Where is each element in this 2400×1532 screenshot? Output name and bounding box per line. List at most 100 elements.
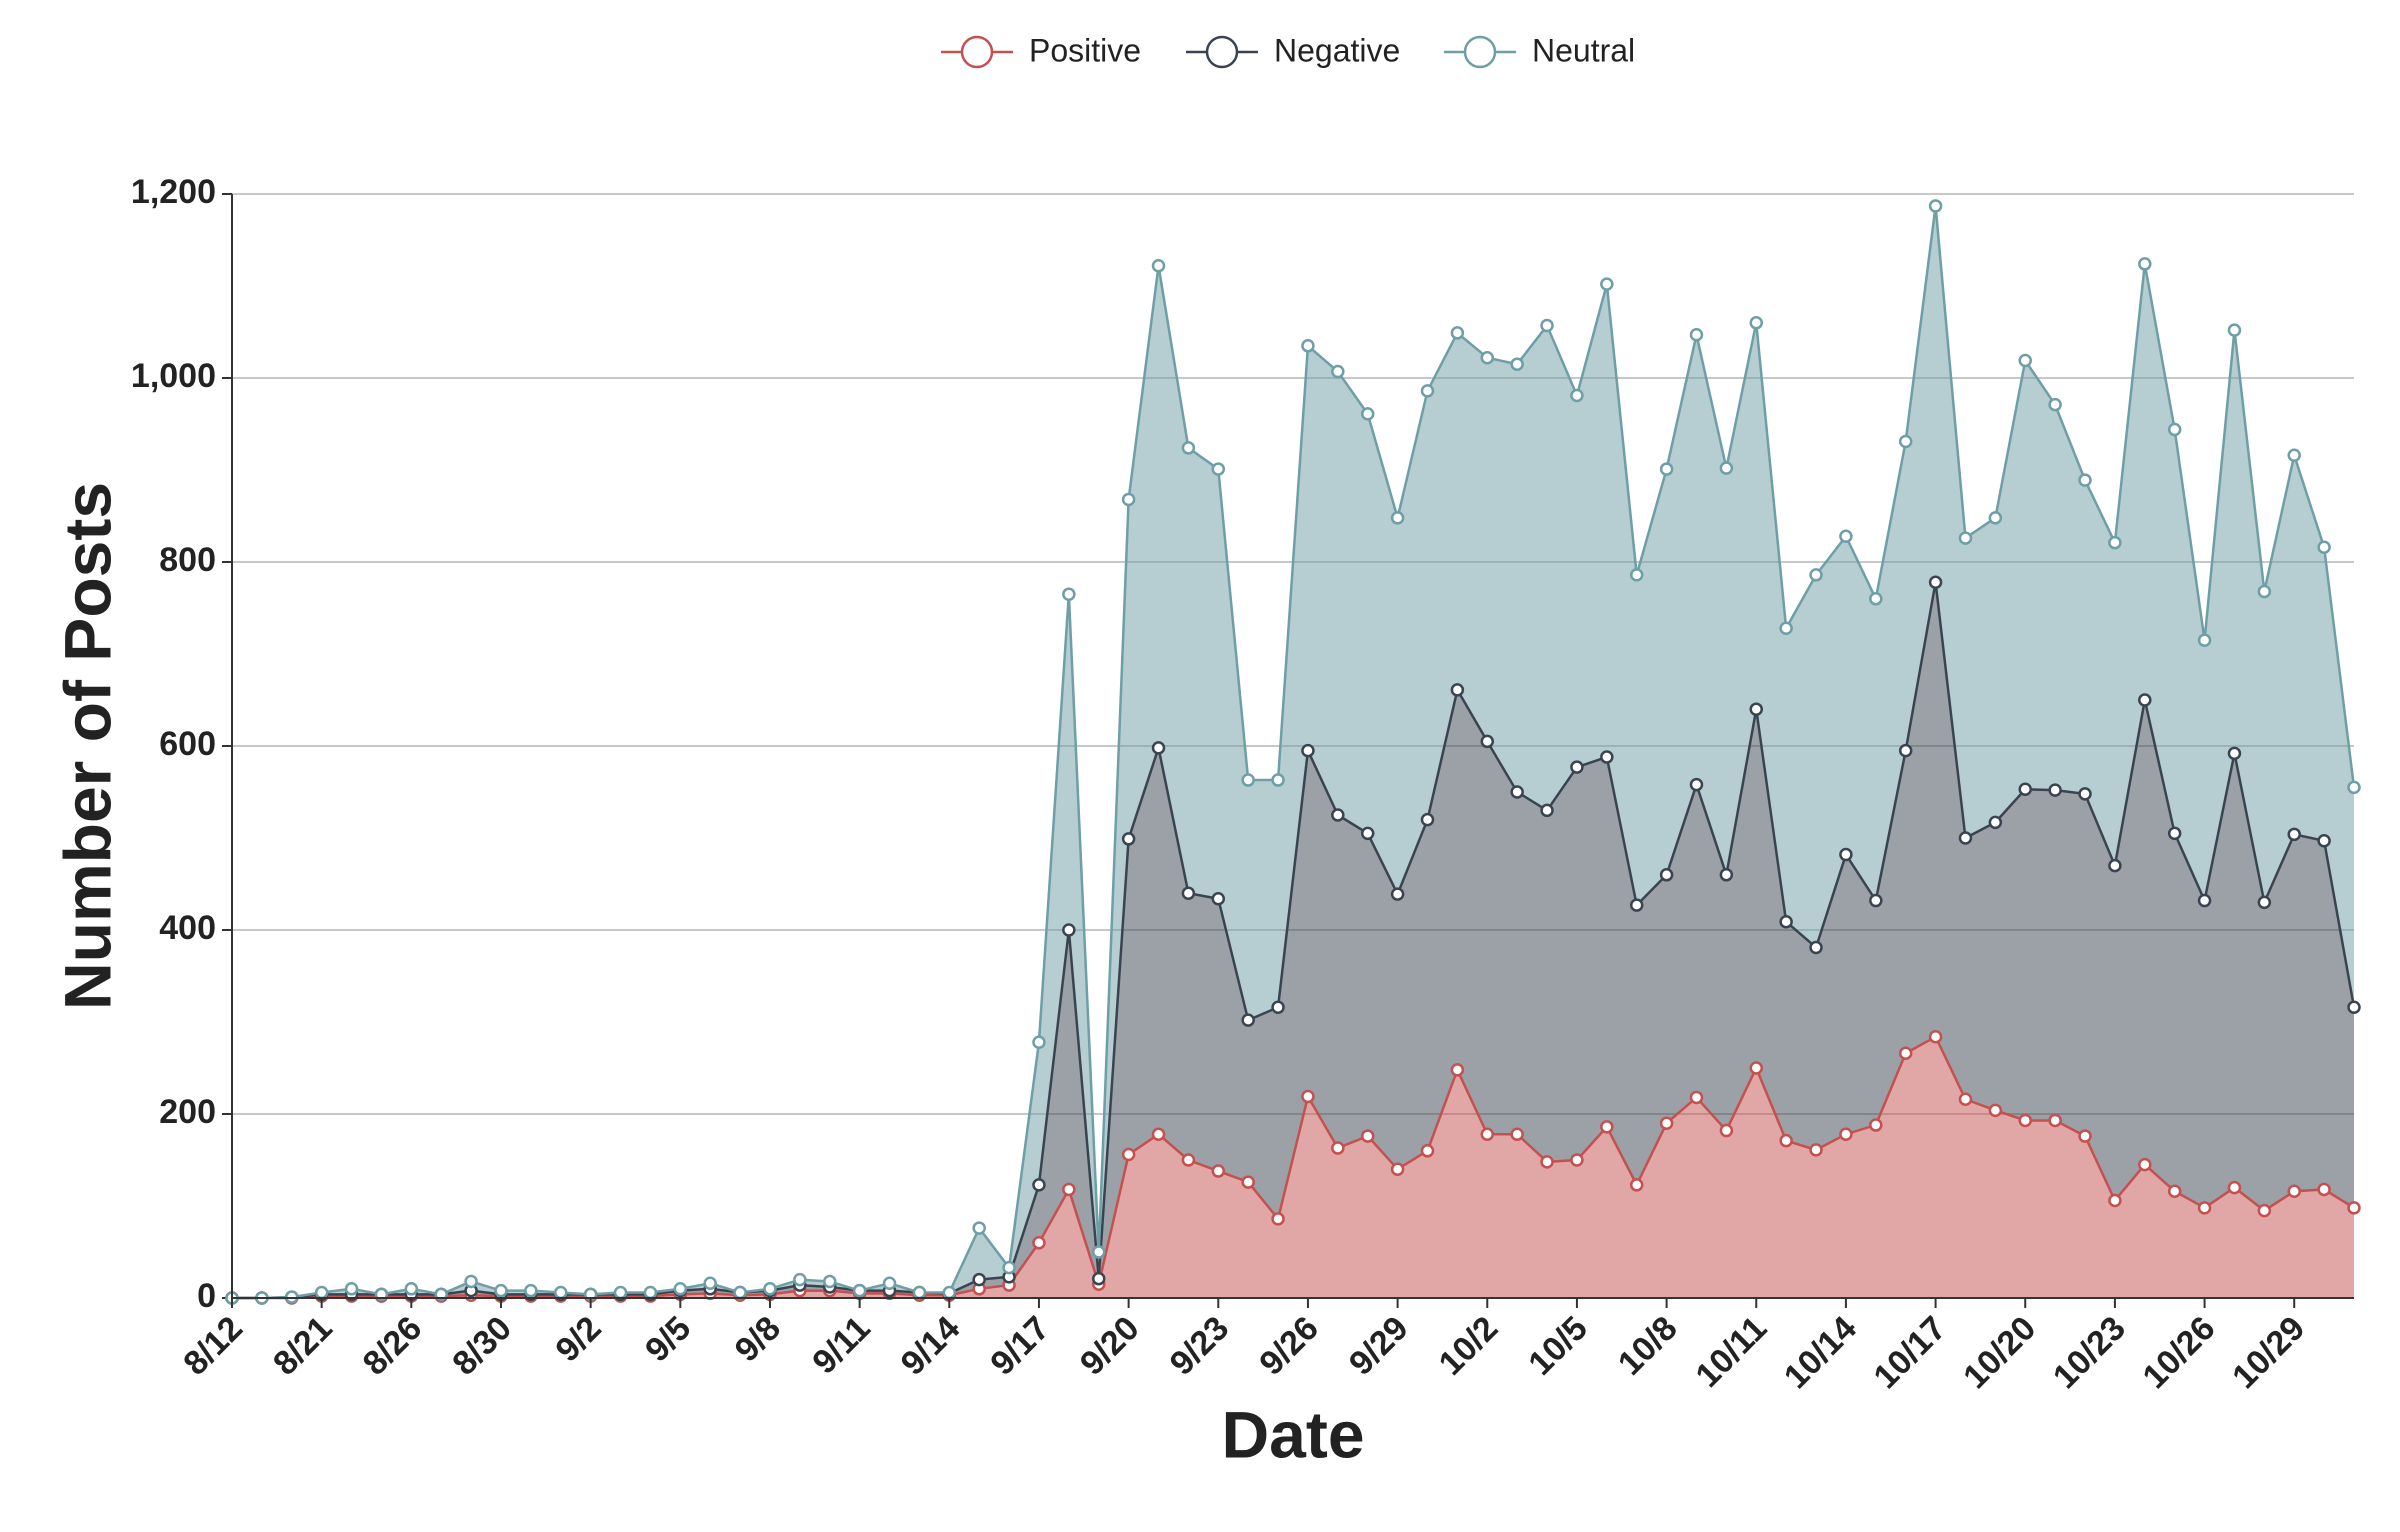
point <box>1749 316 1764 330</box>
point <box>1898 434 1913 449</box>
point <box>1420 384 1435 398</box>
point <box>1839 1127 1853 1141</box>
x-tick-label: 9/11 <box>805 1309 877 1381</box>
point <box>1091 1245 1106 1259</box>
point <box>1331 364 1345 379</box>
point <box>2018 1113 2032 1128</box>
point <box>1331 808 1345 822</box>
x-tick-label: 8/26 <box>356 1309 430 1383</box>
point <box>1570 760 1584 774</box>
point <box>1390 887 1405 901</box>
y-tick-label: 0 <box>197 1277 216 1315</box>
point <box>1480 734 1495 749</box>
x-tick-label: 10/14 <box>1777 1309 1864 1396</box>
point <box>2257 584 2272 599</box>
point <box>1331 1141 1345 1155</box>
point <box>1659 1116 1674 1130</box>
area <box>232 205 2354 1299</box>
point <box>1958 831 1973 845</box>
point <box>1510 785 1524 799</box>
point <box>1121 492 1136 507</box>
point <box>1988 815 2003 830</box>
point <box>1211 1164 1226 1178</box>
point <box>763 1282 777 1296</box>
legend-item: Negative <box>1186 32 1400 68</box>
point <box>2078 473 2092 487</box>
point <box>1301 339 1315 353</box>
x-tick-label: 10/29 <box>2225 1309 2312 1396</box>
point <box>1719 868 1734 882</box>
point <box>1271 1212 1285 1226</box>
point <box>1211 462 1226 476</box>
point <box>1629 898 1644 912</box>
area <box>232 1036 2354 1298</box>
point <box>1659 868 1674 882</box>
point <box>2347 1201 2361 1215</box>
y-tick-label: 1,000 <box>131 357 216 395</box>
point <box>1719 461 1734 475</box>
legend-label: Neutral <box>1532 32 1635 68</box>
point <box>793 1272 807 1287</box>
point <box>2138 1157 2152 1172</box>
point <box>1121 1147 1136 1162</box>
point <box>2227 1180 2242 1195</box>
point <box>1062 587 1076 601</box>
point <box>1271 773 1285 787</box>
point <box>1181 441 1196 455</box>
point <box>1570 1153 1584 1167</box>
x-tick-label: 10/17 <box>1867 1309 1954 1396</box>
point <box>2317 540 2331 555</box>
point <box>1719 1123 1734 1138</box>
point <box>1540 318 1554 333</box>
point <box>1241 1175 1255 1189</box>
legend-marker <box>960 35 994 69</box>
point <box>1510 357 1524 371</box>
point <box>1032 1035 1046 1049</box>
point <box>2287 1184 2301 1199</box>
point <box>2197 633 2212 647</box>
point <box>2108 858 2122 873</box>
legend-item: Neutral <box>1444 32 1635 68</box>
x-tick-label: 9/17 <box>983 1309 1057 1383</box>
point <box>1869 1118 1883 1132</box>
point <box>2048 783 2062 797</box>
point <box>852 1283 867 1298</box>
x-tick-label: 9/5 <box>638 1309 698 1369</box>
legend-item: Positive <box>941 32 1141 68</box>
point <box>1181 886 1196 900</box>
point <box>1779 621 1793 635</box>
point <box>1241 1013 1255 1027</box>
point <box>2108 1193 2122 1208</box>
point <box>1928 199 1943 213</box>
x-tick-label: 9/23 <box>1163 1309 1237 1383</box>
point <box>1360 826 1375 841</box>
point <box>2018 782 2032 796</box>
point <box>1809 1143 1823 1157</box>
x-tick-label: 10/2 <box>1432 1309 1506 1383</box>
point <box>1181 1153 1196 1167</box>
legend-label: Negative <box>1274 32 1400 68</box>
x-tick-label: 10/26 <box>2136 1309 2223 1396</box>
point <box>673 1282 688 1296</box>
point <box>2018 353 2032 368</box>
point <box>1510 1127 1524 1141</box>
point <box>1480 351 1495 365</box>
point <box>942 1285 957 1300</box>
point <box>1540 803 1554 818</box>
point <box>1360 1129 1375 1143</box>
point <box>314 1285 329 1300</box>
x-tick-label: 10/5 <box>1521 1309 1595 1383</box>
point <box>1779 914 1793 929</box>
point <box>822 1274 837 1289</box>
x-tick-label: 10/23 <box>2046 1309 2133 1396</box>
point <box>882 1276 897 1291</box>
point <box>2138 693 2152 707</box>
point <box>404 1282 419 1296</box>
point <box>2257 895 2272 910</box>
point <box>1390 511 1405 525</box>
area <box>232 582 2354 1298</box>
y-tick-label: 600 <box>159 725 216 763</box>
point <box>2287 827 2301 842</box>
